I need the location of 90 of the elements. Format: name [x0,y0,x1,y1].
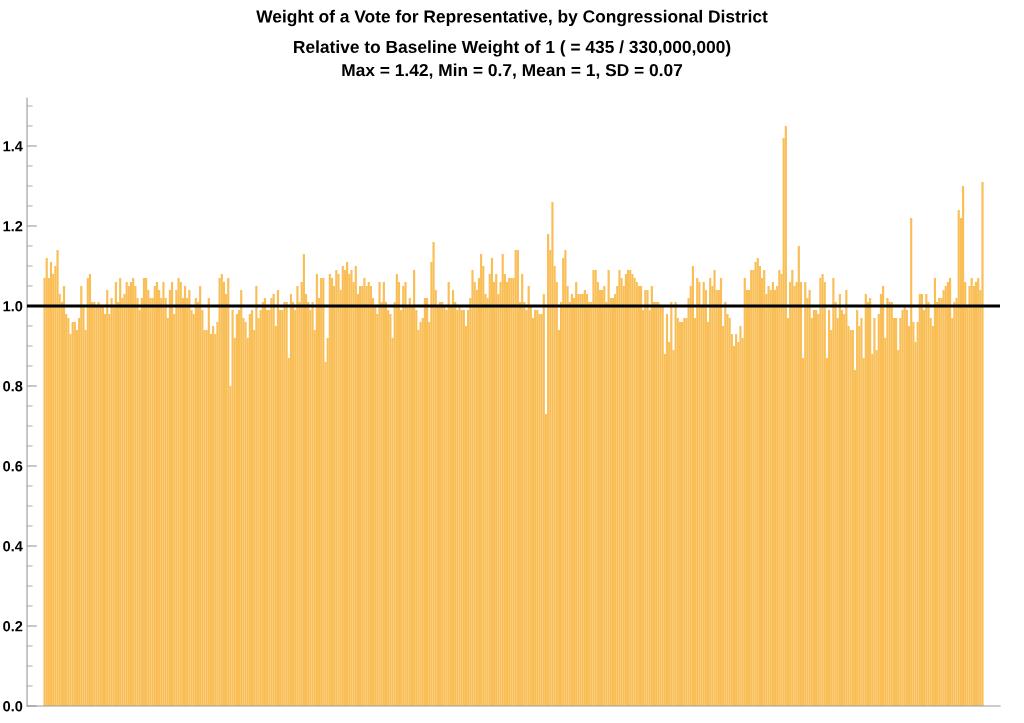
bar [918,293,921,707]
bar [763,269,766,707]
bar [756,257,759,707]
bar [670,301,673,707]
y-tick-label: 0.0 [3,701,23,712]
bar [804,281,807,707]
bar [709,277,712,707]
bar [681,321,684,707]
bar [743,277,746,707]
bar [583,289,586,707]
bar [341,265,344,707]
bar [382,281,385,707]
bar [127,285,130,707]
bar [45,257,48,707]
bar [903,305,906,707]
bar [970,277,973,707]
bar [220,273,223,707]
bar [735,333,738,707]
bar [367,281,370,707]
bar [194,297,197,707]
y-tick-label: 1.0 [3,301,23,312]
bar [441,301,444,707]
bar [624,273,627,707]
bar [227,277,230,707]
bar [248,313,251,707]
bar [328,273,331,707]
bar [153,285,156,707]
bar [86,277,89,707]
bar [132,277,135,707]
bar [480,253,483,707]
bar [521,273,524,707]
bar [240,289,243,707]
bar [199,285,202,707]
bar [856,309,859,707]
bar [261,301,264,707]
bar [910,217,913,707]
bar [235,313,238,707]
bar [369,285,372,707]
chart-title: Weight of a Vote for Representative, by Congressional District [256,9,768,27]
bar [977,277,980,707]
bar [575,281,578,707]
bar [145,277,148,707]
bar [815,309,818,707]
bar [696,277,699,707]
bar [458,305,461,707]
bar [691,265,694,707]
bar [207,297,210,707]
bar [771,281,774,707]
y-tick-label: 1.4 [3,141,23,152]
bar [905,309,908,707]
bar [501,253,504,707]
y-tick-label: 0.6 [3,461,23,472]
y-tick-label: 0.4 [3,541,23,552]
bar [944,285,947,707]
bar [80,285,83,707]
bar [426,297,429,707]
bar [797,245,800,707]
bar [106,289,109,707]
bar [981,181,984,707]
bar [882,285,885,707]
y-tick-label: 0.8 [3,381,23,392]
bar [395,273,398,707]
bar [354,265,357,707]
bar [635,281,638,707]
bar [784,125,787,707]
bar [413,269,416,707]
bar [114,281,117,707]
bar [547,233,550,707]
bar [570,293,573,707]
bar [869,297,872,707]
bar [346,261,349,707]
bar [447,281,450,707]
bar [179,281,182,707]
bar [315,273,318,707]
bar [838,293,841,707]
y-tick-label: 0.2 [3,621,23,632]
bar [650,285,653,707]
bar [212,325,215,707]
bar [408,297,411,707]
bar [302,253,305,707]
bar [601,289,604,707]
bar [864,293,867,707]
bar [119,277,122,707]
bar [702,281,705,707]
y-tick-label: 1.2 [3,221,23,232]
bar [542,293,545,707]
bar [949,277,952,707]
bar [495,273,498,707]
bar [957,209,960,707]
chart-subtitle: Relative to Baseline Weight of 1 ( = 435 / 330,000,000) Max = 1.42, Min = 0.7, Mean = 1, SD = 0.07 [294,40,731,79]
